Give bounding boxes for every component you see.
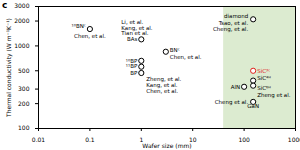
svg-text:SiC³ᶜ: SiC³ᶜ — [257, 68, 270, 74]
svg-text:500: 500 — [18, 67, 30, 74]
svg-text:¹⁰BNᶜ: ¹⁰BNᶜ — [72, 23, 86, 29]
svg-text:¹¹BP: ¹¹BP — [126, 63, 138, 69]
svg-text:SiC⁴ᴴ: SiC⁴ᴴ — [257, 75, 271, 81]
svg-text:1000: 1000 — [288, 136, 300, 143]
svg-text:Wafer size (mm): Wafer size (mm) — [142, 142, 191, 149]
svg-text:3000: 3000 — [14, 2, 29, 9]
svg-text:300: 300 — [18, 85, 30, 92]
svg-text:2000: 2000 — [14, 17, 29, 24]
svg-text:¹⁰BP: ¹⁰BP — [125, 57, 138, 64]
svg-text:1: 1 — [139, 135, 144, 143]
svg-text:BNᶜ: BNᶜ — [170, 46, 180, 52]
svg-text:AlN: AlN — [231, 84, 240, 90]
svg-text:Tsao, et al.Cheng, et al.: Tsao, et al.Cheng, et al. — [213, 20, 248, 33]
svg-text:100: 100 — [238, 136, 250, 143]
svg-text:0.1: 0.1 — [85, 136, 95, 143]
svg-text:0.01: 0.01 — [32, 136, 46, 143]
svg-text:Thermal conductivity (W m⁻¹K⁻¹: Thermal conductivity (W m⁻¹K⁻¹) — [5, 18, 13, 118]
svg-text:Zheng, et al.Kang, et al.Chen,: Zheng, et al.Kang, et al.Chen, et al. — [146, 76, 181, 94]
svg-text:Cheng et al.: Cheng et al. — [215, 99, 249, 106]
svg-text:200: 200 — [18, 100, 30, 107]
svg-text:BAs: BAs — [127, 36, 138, 42]
svg-text:1000: 1000 — [14, 42, 29, 49]
svg-text:GaN: GaN — [247, 103, 259, 109]
svg-text:Chen, et al.: Chen, et al. — [74, 33, 106, 39]
svg-text:Li, et al.Kang, et al.Tian et: Li, et al.Kang, et al.Tian et al. — [120, 19, 153, 37]
svg-text:10: 10 — [188, 135, 197, 143]
svg-text:SiC⁶ᴴ: SiC⁶ᴴ — [257, 85, 271, 91]
svg-text:100: 100 — [18, 124, 30, 131]
svg-text:diamond: diamond — [224, 13, 248, 19]
svg-text:BP: BP — [130, 70, 138, 76]
html-text:c: c — [2, 0, 8, 10]
svg-text:Zheng et al.: Zheng et al. — [257, 92, 291, 99]
svg-text:Chen, et al.: Chen, et al. — [170, 54, 202, 60]
